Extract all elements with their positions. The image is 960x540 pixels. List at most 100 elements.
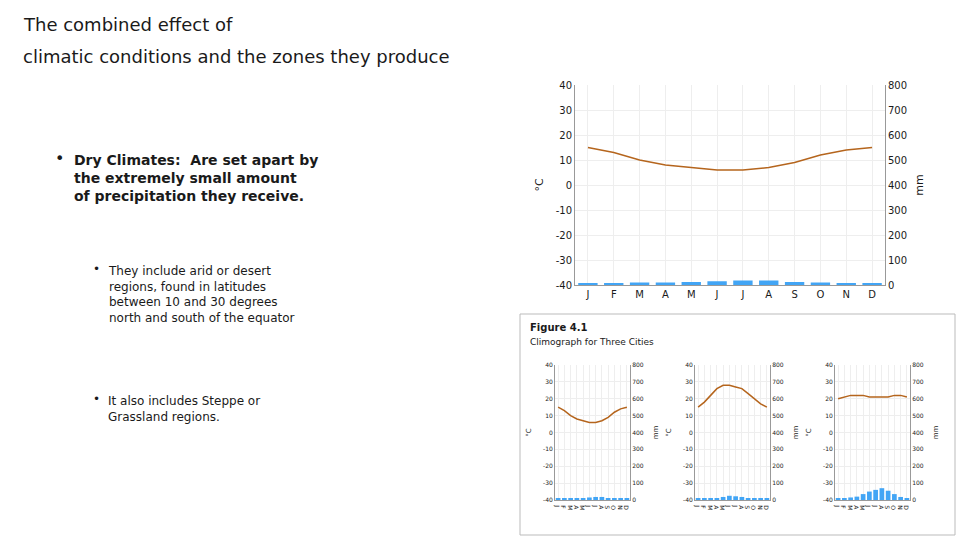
svg-text:500: 500 xyxy=(772,412,784,419)
svg-text:500: 500 xyxy=(888,155,907,166)
svg-text:J: J xyxy=(833,504,841,507)
svg-text:40: 40 xyxy=(685,361,693,368)
svg-text:100: 100 xyxy=(772,479,784,486)
svg-text:N: N xyxy=(757,505,764,510)
svg-text:F: F xyxy=(611,289,617,300)
svg-text:A: A xyxy=(765,289,772,300)
svg-text:They include arid or desertreg: They include arid or desertregions, foun… xyxy=(108,264,295,325)
svg-text:-20: -20 xyxy=(683,462,693,469)
svg-text:A: A xyxy=(573,505,580,510)
svg-text:-40: -40 xyxy=(543,496,553,503)
svg-text:-40: -40 xyxy=(683,496,693,503)
svg-text:M: M xyxy=(719,505,726,510)
svg-text:40: 40 xyxy=(545,361,553,368)
svg-text:M: M xyxy=(847,505,854,510)
svg-text:M: M xyxy=(707,505,714,510)
svg-text:A: A xyxy=(662,289,669,300)
svg-text:600: 600 xyxy=(912,395,924,402)
svg-text:S: S xyxy=(884,505,891,509)
svg-text:J: J xyxy=(584,504,592,507)
svg-text:O: O xyxy=(750,505,757,510)
svg-text:-30: -30 xyxy=(556,255,572,266)
svg-text:J: J xyxy=(585,289,589,300)
svg-text:100: 100 xyxy=(632,479,644,486)
svg-text:•: • xyxy=(93,262,100,276)
svg-text:M: M xyxy=(687,289,696,300)
svg-text:40: 40 xyxy=(825,361,833,368)
svg-text:-10: -10 xyxy=(556,205,572,216)
svg-text:500: 500 xyxy=(632,412,644,419)
svg-text:0: 0 xyxy=(912,496,916,503)
svg-text:100: 100 xyxy=(888,255,907,266)
svg-text:-30: -30 xyxy=(543,479,553,486)
svg-text:100: 100 xyxy=(912,479,924,486)
svg-text:0: 0 xyxy=(829,429,833,436)
svg-text:-20: -20 xyxy=(543,462,553,469)
svg-text:800: 800 xyxy=(772,361,784,368)
svg-text:J: J xyxy=(715,289,719,300)
svg-text:mm: mm xyxy=(932,426,940,440)
svg-text:M: M xyxy=(567,505,574,510)
svg-text:°C: °C xyxy=(533,178,546,192)
svg-text:800: 800 xyxy=(912,361,924,368)
svg-text:600: 600 xyxy=(632,395,644,402)
svg-text:D: D xyxy=(763,505,770,510)
svg-text:400: 400 xyxy=(632,429,644,436)
svg-text:300: 300 xyxy=(888,205,907,216)
svg-text:D: D xyxy=(868,289,876,300)
svg-text:J: J xyxy=(731,504,739,507)
svg-text:30: 30 xyxy=(685,378,693,385)
svg-text:J: J xyxy=(724,504,732,507)
svg-text:-20: -20 xyxy=(823,462,833,469)
svg-text:20: 20 xyxy=(559,130,572,141)
svg-text:40: 40 xyxy=(559,80,572,91)
svg-text:S: S xyxy=(744,505,751,509)
svg-text:F: F xyxy=(700,505,707,509)
svg-text:700: 700 xyxy=(912,378,924,385)
svg-text:O: O xyxy=(890,505,897,510)
svg-text:O: O xyxy=(816,289,824,300)
svg-text:F: F xyxy=(840,505,847,509)
svg-text:The combined effect of: The combined effect of xyxy=(23,14,233,35)
svg-text:°C: °C xyxy=(525,428,533,437)
svg-text:J: J xyxy=(591,504,599,507)
svg-text:400: 400 xyxy=(912,429,924,436)
svg-text:-30: -30 xyxy=(683,479,693,486)
svg-text:700: 700 xyxy=(632,378,644,385)
svg-text:It also includes Steppe orGras: It also includes Steppe orGrassland regi… xyxy=(108,394,260,424)
svg-text:J: J xyxy=(740,289,744,300)
svg-text:N: N xyxy=(843,289,850,300)
svg-text:0: 0 xyxy=(566,180,572,191)
svg-text:800: 800 xyxy=(888,80,907,91)
svg-text:700: 700 xyxy=(888,105,907,116)
svg-text:J: J xyxy=(553,504,561,507)
svg-text:A: A xyxy=(598,505,605,510)
svg-text:A: A xyxy=(713,505,720,510)
svg-text:800: 800 xyxy=(632,361,644,368)
svg-text:200: 200 xyxy=(912,462,924,469)
svg-text:600: 600 xyxy=(772,395,784,402)
svg-text:°C: °C xyxy=(665,428,673,437)
svg-text:D: D xyxy=(903,505,910,510)
svg-text:climatic conditions and the zo: climatic conditions and the zones they p… xyxy=(23,46,450,67)
svg-text:-40: -40 xyxy=(556,280,572,291)
svg-text:0: 0 xyxy=(549,429,553,436)
svg-text:-30: -30 xyxy=(823,479,833,486)
svg-text:-10: -10 xyxy=(543,445,553,452)
svg-text:600: 600 xyxy=(888,130,907,141)
svg-text:M: M xyxy=(859,505,866,510)
svg-text:J: J xyxy=(693,504,701,507)
svg-text:200: 200 xyxy=(888,230,907,241)
svg-text:A: A xyxy=(738,505,745,510)
svg-text:F: F xyxy=(560,505,567,509)
svg-text:-10: -10 xyxy=(823,445,833,452)
svg-text:30: 30 xyxy=(545,378,553,385)
svg-text:10: 10 xyxy=(685,412,693,419)
svg-text:0: 0 xyxy=(632,496,636,503)
svg-text:mm: mm xyxy=(652,426,660,440)
svg-text:O: O xyxy=(610,505,617,510)
svg-text:0: 0 xyxy=(772,496,776,503)
svg-text:J: J xyxy=(864,504,872,507)
svg-text:20: 20 xyxy=(825,395,833,402)
svg-text:A: A xyxy=(878,505,885,510)
